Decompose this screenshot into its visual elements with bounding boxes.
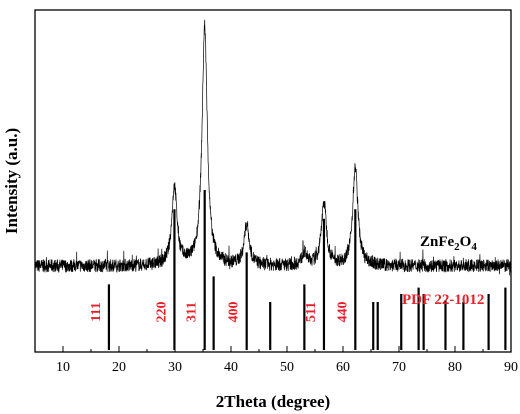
sample-sub-2: 4 — [471, 241, 477, 253]
hkl-label: 111 — [89, 302, 104, 321]
x-tick-label: 50 — [280, 360, 294, 375]
x-tick-label: 40 — [224, 360, 238, 375]
x-tick-label: 70 — [392, 360, 406, 375]
hkl-label: 440 — [335, 302, 350, 323]
xrd-pattern-line — [34, 19, 512, 276]
sample-label: ZnFe2O4 — [420, 234, 477, 253]
sample-name: ZnFe — [420, 234, 455, 250]
reference-lines — [107, 190, 507, 350]
hkl-label: 220 — [154, 302, 169, 323]
hkl-label: 311 — [185, 302, 200, 322]
x-tick-label: 80 — [448, 360, 462, 375]
reference-label: PDF 22-1012 — [402, 292, 484, 308]
x-axis-title: 2Theta (degree) — [216, 392, 330, 411]
hkl-label: 400 — [227, 302, 242, 323]
plot-frame — [34, 9, 512, 353]
x-tick-label: 60 — [336, 360, 350, 375]
x-tick-label: 10 — [56, 360, 70, 375]
x-axis-ticks: 10 20 30 40 50 60 70 80 90 — [34, 346, 518, 375]
x-tick-label: 90 — [504, 360, 518, 375]
sample-sub-1: 2 — [454, 241, 460, 253]
sample-mid: O — [460, 234, 472, 250]
x-tick-label: 20 — [112, 360, 126, 375]
y-axis-title: Intensity (a.u.) — [2, 128, 21, 234]
hkl-labels: 111 220 311 400 511 440 — [89, 302, 350, 323]
hkl-label: 511 — [304, 302, 319, 322]
x-tick-label: 30 — [168, 360, 182, 375]
